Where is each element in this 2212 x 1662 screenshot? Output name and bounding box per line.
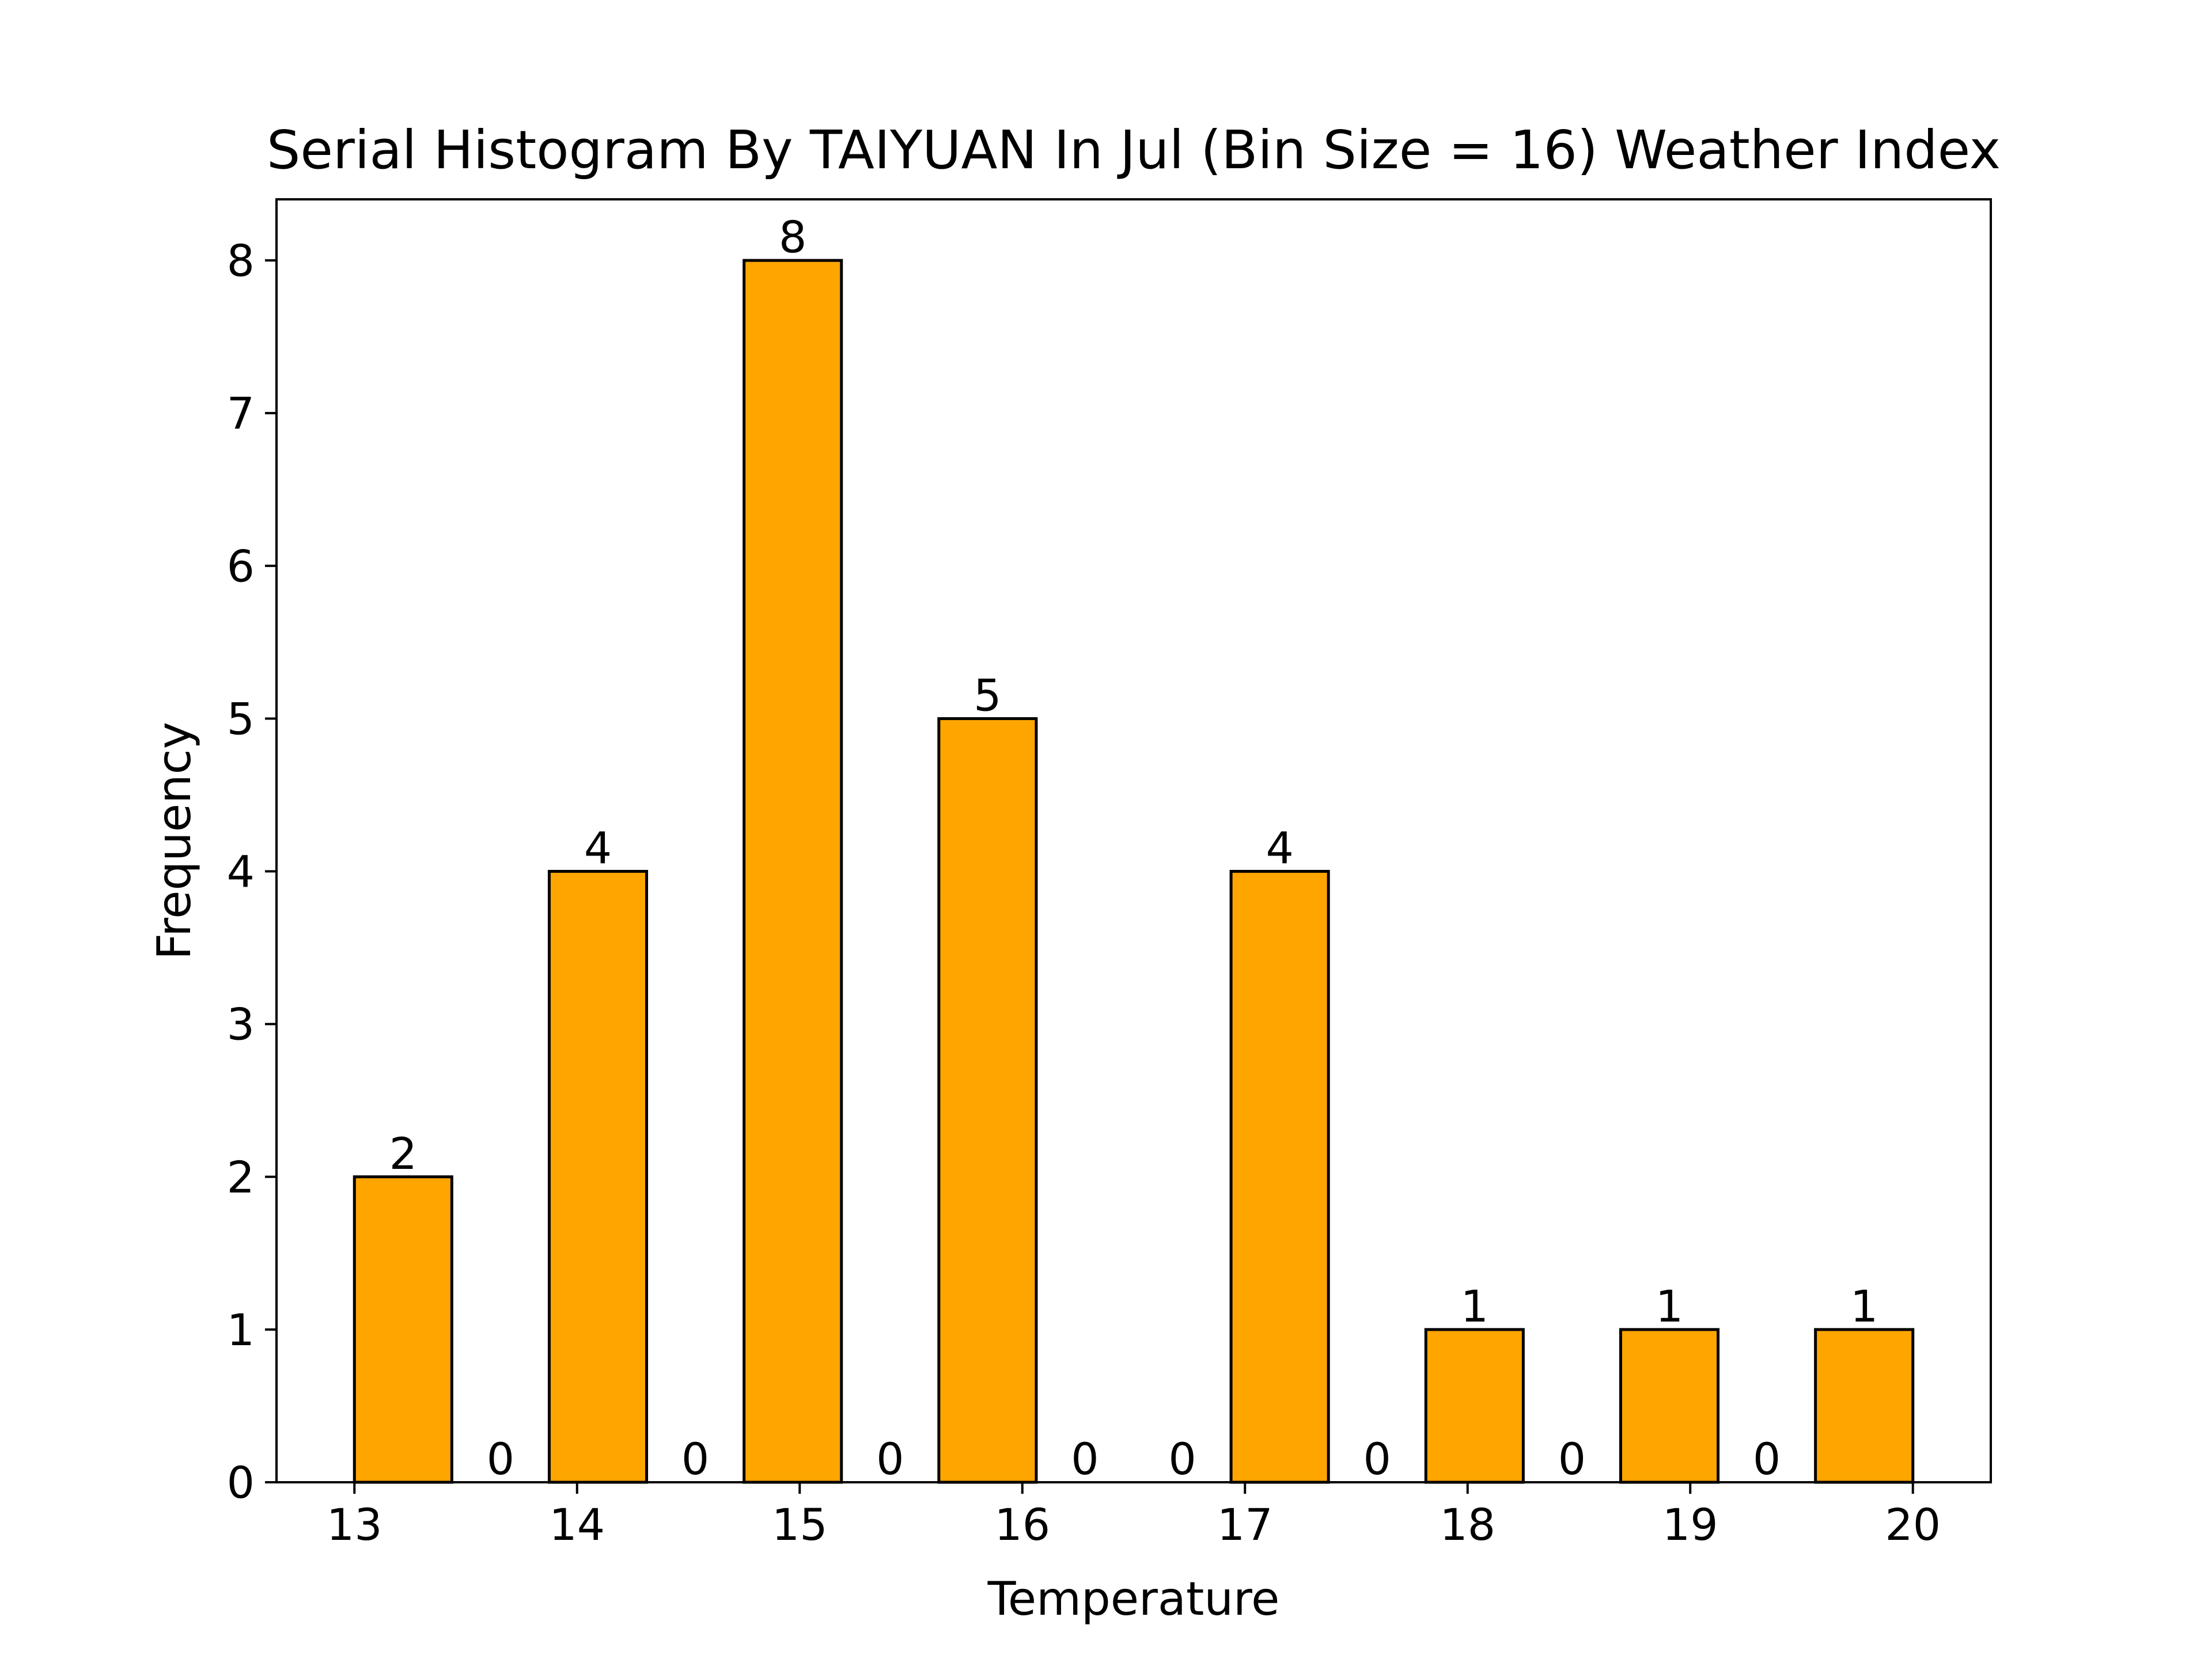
histogram-bar bbox=[1424, 1328, 1525, 1484]
y-tick-label: 0 bbox=[227, 1457, 255, 1508]
x-tick-label: 13 bbox=[327, 1499, 382, 1550]
bar-value-label: 4 bbox=[584, 823, 612, 874]
histogram-bar bbox=[353, 1175, 453, 1484]
bar-value-label: 2 bbox=[389, 1128, 417, 1179]
y-tick-label: 7 bbox=[227, 388, 255, 439]
histogram-bar bbox=[1814, 1328, 1915, 1484]
bar-value-label: 5 bbox=[974, 669, 1001, 721]
x-tick-label: 14 bbox=[549, 1499, 605, 1550]
x-tick-label: 18 bbox=[1440, 1499, 1495, 1550]
x-tick-label: 17 bbox=[1217, 1499, 1273, 1550]
bar-value-label: 0 bbox=[1363, 1433, 1391, 1485]
bars-layer bbox=[353, 259, 1915, 1484]
x-tick-label: 16 bbox=[994, 1499, 1050, 1550]
x-axis-ticks: 13 14 15 16 17 18 19 20 bbox=[327, 1482, 1941, 1550]
bar-value-label: 0 bbox=[1168, 1433, 1196, 1485]
chart-title: Serial Histogram By TAIYUAN In Jul (Bin … bbox=[267, 119, 2001, 181]
plot-area-frame bbox=[275, 198, 1992, 1483]
x-tick-label: 19 bbox=[1662, 1499, 1718, 1550]
bar-value-label: 1 bbox=[1461, 1281, 1488, 1332]
histogram-bar bbox=[937, 717, 1038, 1484]
histogram-bar bbox=[547, 870, 649, 1484]
bar-value-label: 0 bbox=[1558, 1433, 1586, 1485]
x-tick-label: 15 bbox=[772, 1499, 828, 1550]
value-labels-layer: 2 0 4 0 8 0 5 0 0 4 0 1 0 1 0 1 bbox=[389, 211, 1878, 1485]
y-tick-label: 2 bbox=[227, 1152, 255, 1203]
x-tick-label: 20 bbox=[1885, 1499, 1941, 1550]
bar-value-label: 4 bbox=[1266, 823, 1293, 874]
bar-value-label: 0 bbox=[1071, 1433, 1099, 1485]
bar-value-label: 0 bbox=[487, 1433, 514, 1485]
histogram-bar bbox=[1619, 1328, 1720, 1484]
histogram-bar bbox=[1229, 870, 1330, 1484]
y-axis-ticks: 0 1 2 3 4 5 6 7 8 bbox=[227, 235, 276, 1508]
bar-value-label: 1 bbox=[1850, 1281, 1878, 1332]
bar-value-label: 0 bbox=[681, 1433, 709, 1485]
y-tick-label: 6 bbox=[227, 540, 255, 592]
y-tick-label: 3 bbox=[227, 999, 255, 1050]
histogram-bar bbox=[743, 259, 843, 1484]
bar-value-label: 1 bbox=[1656, 1281, 1683, 1332]
bar-value-label: 8 bbox=[779, 211, 806, 263]
x-axis-label: Temperature bbox=[987, 1572, 1280, 1626]
bar-value-label: 0 bbox=[1753, 1433, 1781, 1485]
y-axis-label: Frequency bbox=[147, 722, 201, 960]
y-tick-label: 1 bbox=[227, 1304, 255, 1356]
y-tick-label: 4 bbox=[227, 846, 255, 898]
y-tick-label: 5 bbox=[227, 693, 255, 744]
y-tick-label: 8 bbox=[227, 235, 255, 286]
bar-value-label: 0 bbox=[876, 1433, 904, 1485]
